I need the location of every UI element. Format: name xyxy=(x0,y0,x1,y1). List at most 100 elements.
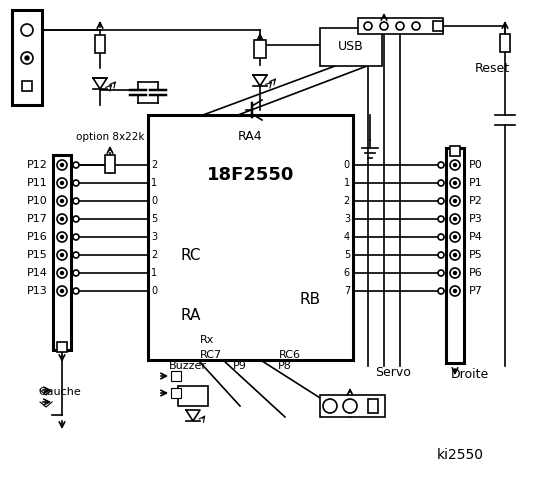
Circle shape xyxy=(450,286,460,296)
Bar xyxy=(53,155,71,350)
Text: Gauche: Gauche xyxy=(39,387,81,397)
Circle shape xyxy=(323,399,337,413)
Circle shape xyxy=(21,52,33,64)
Circle shape xyxy=(60,200,64,203)
Circle shape xyxy=(60,289,64,292)
Text: P2: P2 xyxy=(469,196,483,206)
Bar xyxy=(433,21,443,31)
Circle shape xyxy=(450,232,460,242)
Bar xyxy=(105,155,115,173)
Text: P10: P10 xyxy=(27,196,48,206)
Text: 18F2550: 18F2550 xyxy=(207,166,294,184)
Text: P0: P0 xyxy=(469,160,483,170)
Text: 2: 2 xyxy=(151,250,157,260)
Circle shape xyxy=(73,252,79,258)
Circle shape xyxy=(453,253,456,256)
Text: 1: 1 xyxy=(151,268,157,278)
Text: P17: P17 xyxy=(27,214,48,224)
Bar xyxy=(450,146,460,156)
Text: P7: P7 xyxy=(469,286,483,296)
Circle shape xyxy=(60,164,64,167)
Text: ki2550: ki2550 xyxy=(436,448,483,462)
Text: P3: P3 xyxy=(469,214,483,224)
Text: 0: 0 xyxy=(151,196,157,206)
Circle shape xyxy=(57,232,67,242)
Circle shape xyxy=(25,56,29,60)
Circle shape xyxy=(73,198,79,204)
Circle shape xyxy=(453,289,456,292)
Circle shape xyxy=(60,236,64,239)
Bar xyxy=(500,34,510,52)
Circle shape xyxy=(438,198,444,204)
Circle shape xyxy=(438,252,444,258)
Circle shape xyxy=(364,22,372,30)
Text: 4: 4 xyxy=(344,232,350,242)
Circle shape xyxy=(73,288,79,294)
Circle shape xyxy=(438,270,444,276)
Bar xyxy=(368,399,378,413)
Text: 1: 1 xyxy=(151,178,157,188)
Text: P4: P4 xyxy=(469,232,483,242)
Circle shape xyxy=(453,181,456,184)
Text: P5: P5 xyxy=(469,250,483,260)
Bar xyxy=(12,10,42,105)
Circle shape xyxy=(57,160,67,170)
Circle shape xyxy=(438,216,444,222)
Circle shape xyxy=(438,180,444,186)
Circle shape xyxy=(73,270,79,276)
Circle shape xyxy=(57,178,67,188)
Bar xyxy=(446,148,464,363)
Circle shape xyxy=(450,268,460,278)
Bar xyxy=(178,386,208,406)
Text: Droite: Droite xyxy=(451,369,489,382)
Circle shape xyxy=(73,162,79,168)
Circle shape xyxy=(73,216,79,222)
Text: P12: P12 xyxy=(27,160,48,170)
Bar xyxy=(22,81,32,91)
Text: 0: 0 xyxy=(344,160,350,170)
Circle shape xyxy=(453,200,456,203)
Text: option 8x22k: option 8x22k xyxy=(76,132,144,142)
Text: 3: 3 xyxy=(344,214,350,224)
Bar xyxy=(254,40,266,58)
Circle shape xyxy=(450,178,460,188)
Text: 1: 1 xyxy=(344,178,350,188)
Circle shape xyxy=(438,288,444,294)
Circle shape xyxy=(450,160,460,170)
Circle shape xyxy=(438,234,444,240)
Circle shape xyxy=(73,234,79,240)
Bar xyxy=(171,371,181,381)
Text: RC: RC xyxy=(180,248,201,263)
Circle shape xyxy=(450,214,460,224)
Bar xyxy=(95,35,105,53)
Text: P15: P15 xyxy=(27,250,48,260)
Circle shape xyxy=(60,217,64,220)
Text: 3: 3 xyxy=(151,232,157,242)
Text: Buzzer: Buzzer xyxy=(169,361,207,371)
Bar xyxy=(148,115,353,360)
Text: P9: P9 xyxy=(233,361,247,371)
Text: USB: USB xyxy=(338,40,364,53)
Text: P16: P16 xyxy=(27,232,48,242)
Circle shape xyxy=(343,399,357,413)
Circle shape xyxy=(57,286,67,296)
Circle shape xyxy=(60,181,64,184)
Circle shape xyxy=(412,22,420,30)
Circle shape xyxy=(57,214,67,224)
Text: RB: RB xyxy=(300,292,321,308)
Text: RC6: RC6 xyxy=(279,350,301,360)
Circle shape xyxy=(73,180,79,186)
Text: 7: 7 xyxy=(344,286,350,296)
Text: 2: 2 xyxy=(344,196,350,206)
Circle shape xyxy=(450,196,460,206)
Circle shape xyxy=(396,22,404,30)
Text: RC7: RC7 xyxy=(200,350,222,360)
Circle shape xyxy=(453,272,456,275)
Text: P13: P13 xyxy=(27,286,48,296)
Text: P1: P1 xyxy=(469,178,483,188)
Text: 0: 0 xyxy=(151,286,157,296)
Text: 6: 6 xyxy=(344,268,350,278)
Text: RA: RA xyxy=(180,308,200,323)
Circle shape xyxy=(57,250,67,260)
Circle shape xyxy=(21,24,33,36)
